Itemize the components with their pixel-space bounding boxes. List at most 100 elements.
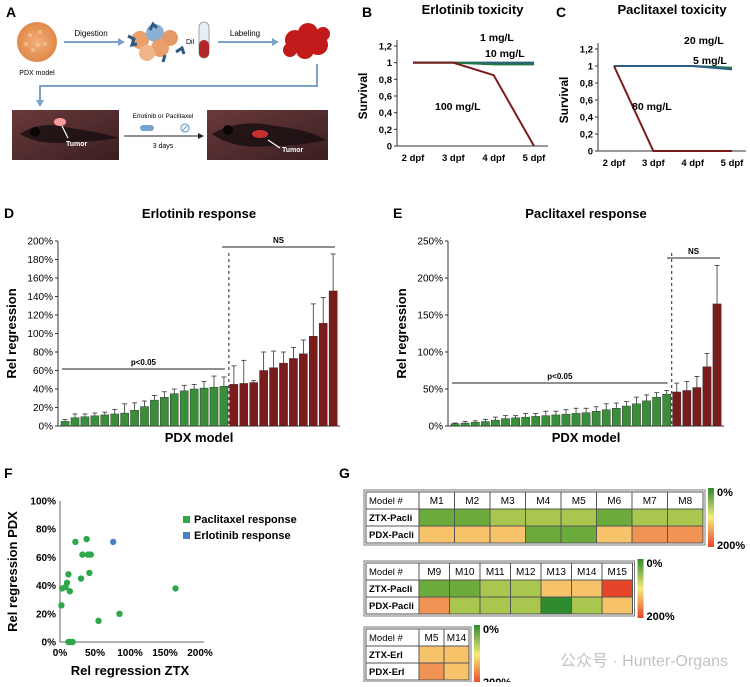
data-point (65, 571, 72, 578)
heatmap-cell (540, 579, 572, 598)
heatmap-cell (479, 596, 511, 615)
color-scale-min: 0% (483, 624, 499, 636)
y-axis-label: Rel regression (394, 288, 409, 378)
y-tick-label: 80% (36, 525, 56, 536)
bar (662, 393, 672, 427)
header-label: Model # (369, 496, 404, 507)
arrow-treatment-head-icon (198, 133, 204, 139)
heatmap-cell (571, 579, 603, 598)
pdx-texture (24, 30, 47, 52)
bar (80, 416, 90, 427)
data-point (86, 569, 93, 577)
column-header-label: M14 (577, 567, 597, 578)
tumor-label-after: Tumor (282, 147, 304, 154)
heatmap-cell (418, 525, 455, 544)
dil-tube-icon (198, 21, 210, 59)
x-tick-label: 100% (117, 648, 143, 659)
panel-a-label: A (6, 4, 16, 20)
heatmap-cell (418, 596, 450, 615)
heatmap-cell (454, 508, 491, 527)
y-tick-label: 0 (387, 142, 392, 153)
panel-e: E Paclitaxel response 0% 50% 100% 150% 200% 25… (393, 205, 724, 445)
heatmap-cell (418, 662, 445, 681)
y-tick-label: 0,4 (580, 113, 594, 124)
bar (179, 390, 189, 427)
color-scale-min: 0% (717, 487, 733, 499)
heatmap-table: Model # M5 M14 ZTX-Erl PDX-Erl 0% 200% (363, 624, 511, 687)
bar (501, 418, 510, 427)
legend-label: Paclitaxel response (194, 514, 297, 526)
panel-d-label: D (4, 205, 14, 221)
data-point (95, 617, 102, 625)
erlotinib-toxicity-chart: Erlotinib toxicity 0 0,2 0,4 0,6 0,8 1 1,2 2 dpf… (356, 2, 548, 164)
series-label: 5 mg/L (693, 55, 727, 67)
bar (70, 417, 80, 427)
bar (170, 393, 179, 427)
y-tick-label: 1,2 (379, 42, 392, 53)
column-header-label: M10 (455, 567, 475, 578)
heatmap-cell (489, 525, 526, 544)
y-tick-label: 0,6 (580, 96, 593, 107)
bar (632, 403, 641, 427)
heatmap-cell (560, 508, 597, 527)
column-header-label: M5 (425, 633, 439, 644)
y-tick-label: 60% (33, 366, 53, 377)
digested-cells-icon (127, 21, 186, 63)
heatmap-tables: Model # M1 M2 M3 M4 M5 M6 M7 M8 ZTX-Pacli PDX-Pacl… (363, 487, 745, 687)
bar (642, 400, 651, 427)
row-name-label: PDX-Erl (369, 667, 404, 678)
x-tick-label: 3 dpf (442, 153, 466, 164)
bar (460, 422, 470, 427)
bar (702, 366, 712, 427)
color-scale-bar (637, 559, 644, 618)
data-point (79, 551, 86, 558)
data-point (110, 538, 117, 546)
chart-title: Paclitaxel response (525, 206, 646, 221)
heatmap-cell (479, 579, 511, 598)
bar (531, 416, 541, 427)
duration-label: 3 days (153, 143, 174, 150)
chart-title: Paclitaxel toxicity (617, 2, 727, 17)
data-point (63, 579, 71, 586)
arrow-digestion-head-icon (118, 38, 125, 46)
heatmap-cell (596, 508, 633, 527)
bar (692, 387, 702, 427)
panel-g: G Model # M1 M2 M3 M4 M5 M6 M7 M8 ZTX-Pacli PDX-Pa… (339, 465, 745, 687)
bar (521, 416, 530, 427)
bar (571, 413, 581, 427)
panel-c: C Paclitaxel toxicity 0 0,2 0,4 0,6 0,8 1 1,2 2 … (556, 2, 746, 169)
color-scale-max: 200% (717, 540, 745, 552)
column-header-label: M4 (536, 496, 550, 507)
panel-b: B Erlotinib toxicity 0 0,2 0,4 0,6 0,8 1 1,2 2 d… (356, 2, 548, 164)
paclitaxel-toxicity-chart: Paclitaxel toxicity 0 0,2 0,4 0,6 0,8 1 1,2 2 dp… (557, 2, 746, 169)
digestion-label: Digestion (74, 29, 107, 38)
heatmap-cell (510, 579, 542, 598)
heatmap-cell (596, 525, 633, 544)
bar (328, 290, 338, 427)
x-tick-label: 4 dpf (482, 153, 506, 164)
bar (622, 405, 631, 427)
data-point (58, 602, 65, 609)
tumor-label-before: Tumor (66, 141, 88, 148)
heatmap-cell (443, 662, 470, 681)
bar (209, 386, 219, 427)
y-tick-label: 150% (417, 311, 443, 322)
y-tick-label: 1 (588, 62, 594, 73)
column-header-label: M15 (608, 567, 628, 578)
y-axis-label: Rel regression (4, 288, 19, 378)
panel-e-label: E (393, 205, 402, 221)
pdx-model-sphere (17, 22, 57, 62)
bar (140, 406, 149, 427)
y-tick-label: 0% (39, 422, 54, 433)
x-tick-label: 5 dpf (523, 153, 547, 164)
bar (110, 413, 119, 427)
heatmap-cell (449, 596, 481, 615)
bar (60, 421, 70, 427)
bar (551, 414, 561, 427)
bar (219, 386, 229, 427)
x-tick-label: 3 dpf (642, 158, 666, 169)
chart-title: Erlotinib response (142, 206, 256, 221)
labeled-cells-icon (283, 23, 330, 59)
column-header-label: M12 (516, 567, 536, 578)
heatmap-cell (418, 508, 455, 527)
